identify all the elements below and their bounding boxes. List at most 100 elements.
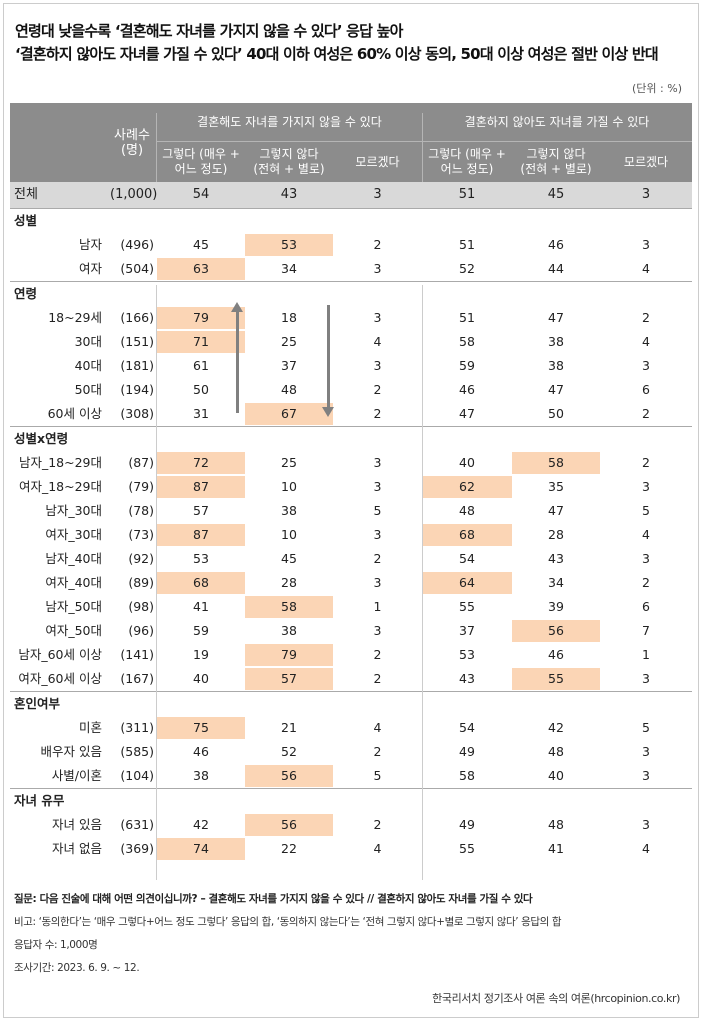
- row-count: (73): [128, 527, 154, 542]
- value-cell: 2: [373, 744, 382, 759]
- value-cell: 10: [281, 479, 297, 494]
- value-cell: 61: [193, 358, 209, 373]
- value-cell: 45: [281, 551, 297, 566]
- value-cell: 46: [459, 382, 475, 397]
- section-title: 성별x연령: [14, 431, 69, 446]
- value-cell: 37: [459, 623, 475, 638]
- divider: [422, 285, 423, 880]
- row-count: (89): [128, 575, 154, 590]
- row-label: 30대: [74, 334, 102, 349]
- unit-label: (단위 : %): [632, 82, 682, 95]
- arrow-up-icon: [236, 308, 239, 413]
- value-cell-highlighted: 64: [422, 572, 512, 594]
- row-label: 자녀 없음: [52, 841, 102, 856]
- value-cell: 2: [373, 237, 382, 252]
- value-cell: 40: [193, 671, 209, 686]
- value-cell-highlighted: 56: [245, 765, 333, 787]
- value-cell-highlighted: 71: [157, 331, 245, 353]
- value-cell: 4: [373, 334, 382, 349]
- value-cell: 28: [281, 575, 297, 590]
- source-credit: 한국리서치 정기조사 여론 속의 여론(hrcopinion.co.kr): [432, 992, 680, 1005]
- note-period: 조사기간: 2023. 6. 9. ~ 12.: [14, 962, 140, 974]
- table-row: 50대 (194) 50 48 2 46 47 6: [10, 378, 692, 402]
- value-cell: 51: [459, 237, 475, 252]
- row-label: 여자_60세 이상: [18, 671, 102, 686]
- value-cell: 48: [548, 817, 564, 832]
- row-count: (1,000): [110, 187, 158, 202]
- value-cell: 47: [548, 382, 564, 397]
- value-cell: 3: [642, 671, 650, 686]
- section-header: 성별x연령: [10, 426, 692, 451]
- value-cell: 53: [459, 647, 475, 662]
- value-cell: 42: [548, 720, 564, 735]
- value-cell: 2: [373, 647, 382, 662]
- row-label: 남자_18~29대: [18, 455, 102, 470]
- value-cell: 48: [459, 503, 475, 518]
- row-label: 40대: [74, 358, 102, 373]
- value-cell: 43: [459, 671, 475, 686]
- results-table: 사례수 (명) 결혼해도 자녀를 가지지 않을 수 있다 결혼하지 않아도 자녀…: [10, 103, 692, 880]
- value-cell: 2: [642, 310, 650, 325]
- value-cell: 6: [642, 599, 650, 614]
- table-row: 남자_60세 이상 (141) 19 79 2 53 46 1: [10, 643, 692, 667]
- table-row: 남자_30대 (78) 57 38 5 48 47 5: [10, 499, 692, 523]
- table-row: 40대 (181) 61 37 3 59 38 3: [10, 354, 692, 378]
- value-cell: 4: [373, 841, 382, 856]
- value-cell: 22: [281, 841, 297, 856]
- value-cell: 52: [281, 744, 297, 759]
- page-title: 연령대 낮을수록 ‘결혼해도 자녀를 가지지 않을 수 있다’ 응답 높아 ‘결…: [15, 20, 659, 66]
- value-cell-highlighted: 57: [245, 668, 333, 690]
- value-cell-highlighted: 56: [512, 620, 600, 642]
- value-cell: 40: [548, 768, 564, 783]
- value-cell-highlighted: 68: [422, 524, 512, 546]
- value-cell: 45: [547, 187, 565, 202]
- table-row: 여자 (504) 63 34 3 52 44 4: [10, 257, 692, 281]
- value-cell: 58: [459, 334, 475, 349]
- row-count: (369): [120, 841, 154, 856]
- value-cell-highlighted: 56: [245, 814, 333, 836]
- table-row: 18~29세 (166) 79 18 3 51 47 2: [10, 306, 692, 330]
- note-question: 질문: 다음 진술에 대해 어떤 의견이십니까? – 결혼해도 자녀를 가지지 …: [14, 893, 533, 905]
- value-cell: 3: [642, 768, 650, 783]
- value-cell: 3: [642, 817, 650, 832]
- value-cell: 34: [548, 575, 564, 590]
- row-count: (79): [128, 479, 154, 494]
- value-cell: 53: [193, 551, 209, 566]
- section-title: 혼인여부: [14, 696, 61, 711]
- value-cell: 40: [459, 455, 475, 470]
- table-row: 자녀 없음 (369) 74 22 4 55 41 4: [10, 837, 692, 861]
- table-row: 60세 이상 (308) 31 67 2 47 50 2: [10, 402, 692, 426]
- value-cell: 46: [548, 647, 564, 662]
- value-cell: 43: [280, 187, 298, 202]
- table-row: 여자_50대 (96) 59 38 3 37 56 7: [10, 619, 692, 643]
- row-label: 남자_50대: [45, 599, 102, 614]
- value-cell: 19: [193, 647, 209, 662]
- value-cell: 41: [193, 599, 209, 614]
- table-row: 자녀 있음 (631) 42 56 2 49 48 3: [10, 813, 692, 837]
- note-remark: 비고: ‘동의한다’는 ‘매우 그렇다+어느 정도 그렇다’ 응답의 합, ‘동…: [14, 916, 562, 928]
- value-cell: 2: [642, 455, 650, 470]
- value-cell: 2: [373, 406, 382, 421]
- value-cell-highlighted: 67: [245, 403, 333, 425]
- value-cell: 38: [281, 623, 297, 638]
- table-header: 사례수 (명) 결혼해도 자녀를 가지지 않을 수 있다 결혼하지 않아도 자녀…: [10, 103, 692, 182]
- value-cell: 5: [642, 503, 650, 518]
- value-cell: 3: [642, 237, 650, 252]
- section-header: 자녀 유무: [10, 788, 692, 813]
- header-subcolumn: 모르겠다: [355, 154, 400, 169]
- table-row: 여자_40대 (89) 68 28 3 64 34 2: [10, 571, 692, 595]
- header-subcolumn: 그렇지 않다 (전혀 + 별로): [520, 147, 592, 176]
- value-cell: 52: [459, 261, 475, 276]
- header-subcolumn: 그렇다 (매우 + 어느 정도): [428, 147, 506, 176]
- value-cell: 31: [193, 406, 209, 421]
- value-cell: 47: [548, 310, 564, 325]
- value-cell: 46: [548, 237, 564, 252]
- row-label: 여자_30대: [45, 527, 102, 542]
- value-cell-highlighted: 53: [245, 234, 333, 256]
- row-label: 배우자 있음: [40, 744, 102, 759]
- table-row: 여자_18~29대 (79) 87 10 3 62 35 3: [10, 475, 692, 499]
- value-cell-highlighted: 79: [245, 644, 333, 666]
- value-cell: 54: [459, 720, 475, 735]
- value-cell: 1: [642, 647, 650, 662]
- value-cell: 3: [373, 187, 382, 202]
